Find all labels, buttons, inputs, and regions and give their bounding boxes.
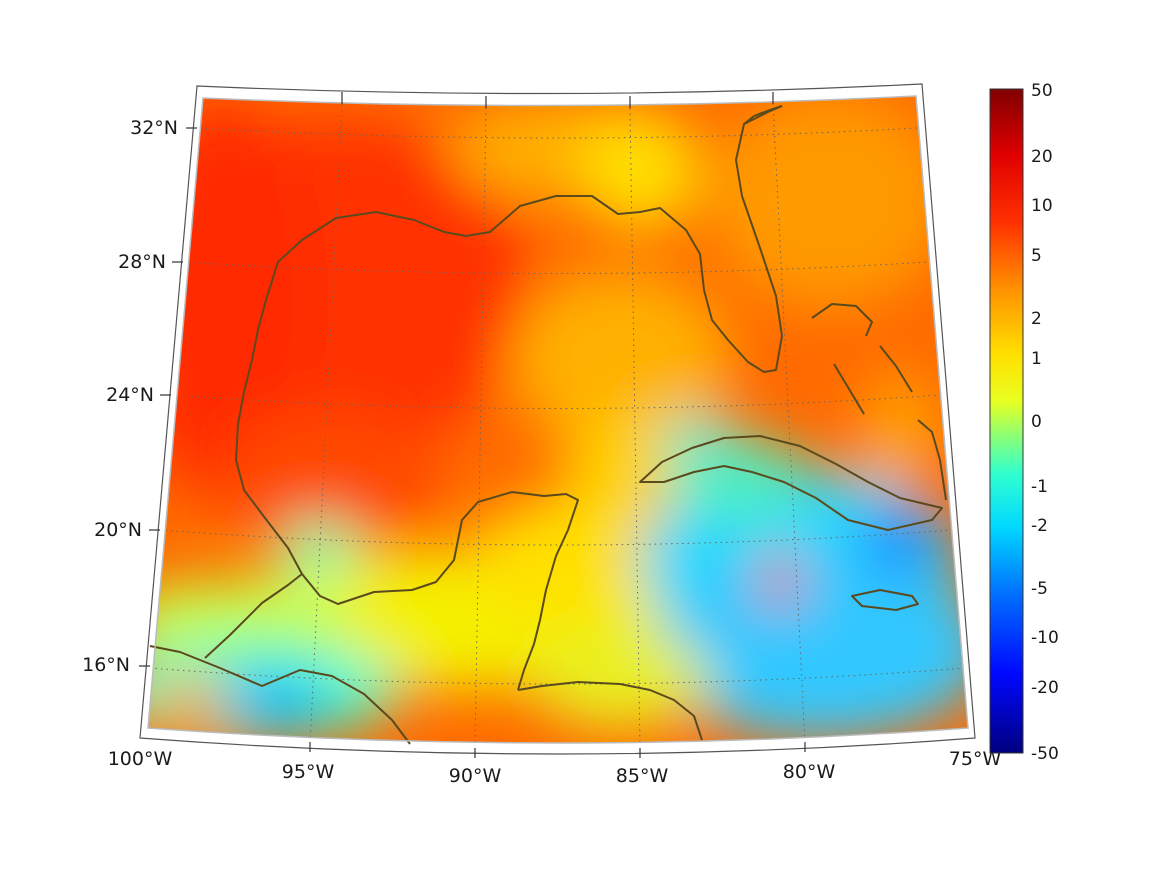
lat-label-32: 32°N [130,117,178,139]
cb-label-50: 50 [1031,81,1053,101]
graticule-lat-32 [194,127,918,139]
graticule-lon-85 [629,107,641,743]
cuba-coast [639,435,943,531]
central-america-coast [517,681,703,741]
yucatan-coast [301,491,579,691]
cb-label-10: 10 [1031,196,1053,216]
pacific-coast [149,645,411,745]
cb-label-1: 1 [1031,349,1042,369]
cb-label-0: 0 [1031,412,1042,432]
cb-label-neg50: -50 [1031,744,1059,764]
lon-label-85: 85°W [616,765,669,787]
lon-labels: 100°W 95°W 90°W 85°W 80°W 75°W [108,748,1002,787]
cb-label-neg1: -1 [1031,477,1048,497]
lat-label-24: 24°N [106,384,154,406]
colorbar: 50 20 10 5 2 1 0 -1 -2 -5 -10 -20 -50 [989,81,1059,764]
cb-label-2: 2 [1031,309,1042,329]
atlantic-coast [743,105,783,125]
jamaica-coast [851,589,919,611]
bahamas-coast [811,303,913,415]
graticule [149,102,966,743]
coastlines [149,105,947,745]
lon-label-75: 75°W [949,748,1002,770]
lon-label-95: 95°W [282,761,335,783]
lon-label-80: 80°W [783,761,836,783]
lon-label-100: 100°W [108,748,173,770]
hispaniola-coast [917,419,947,501]
data-field [148,96,968,743]
colorbar-gradient [989,88,1024,754]
gulf-coast [204,105,783,659]
cb-label-neg2: -2 [1031,516,1048,536]
graticule-lon-80 [772,102,806,743]
cb-label-5: 5 [1031,246,1042,266]
graticule-lat-24 [169,394,941,409]
map-frame-inner [147,95,969,744]
cb-label-neg5: -5 [1031,579,1048,599]
graticule-lon-95 [309,103,343,743]
cb-label-neg10: -10 [1031,628,1059,648]
graticule-lat-16 [149,667,966,685]
lon-label-90: 90°W [449,765,502,787]
cb-label-neg20: -20 [1031,678,1059,698]
lat-label-20: 20°N [94,519,142,541]
frame-ticks [139,92,806,758]
graticule-lon-90 [474,107,487,743]
lat-labels: 32°N 28°N 24°N 20°N 16°N [82,117,178,676]
map-frame-outer [139,83,976,755]
cb-label-20: 20 [1031,147,1053,167]
lat-label-16: 16°N [82,654,130,676]
colorbar-labels: 50 20 10 5 2 1 0 -1 -2 -5 -10 -20 -50 [1031,81,1059,764]
lat-label-28: 28°N [118,251,166,273]
